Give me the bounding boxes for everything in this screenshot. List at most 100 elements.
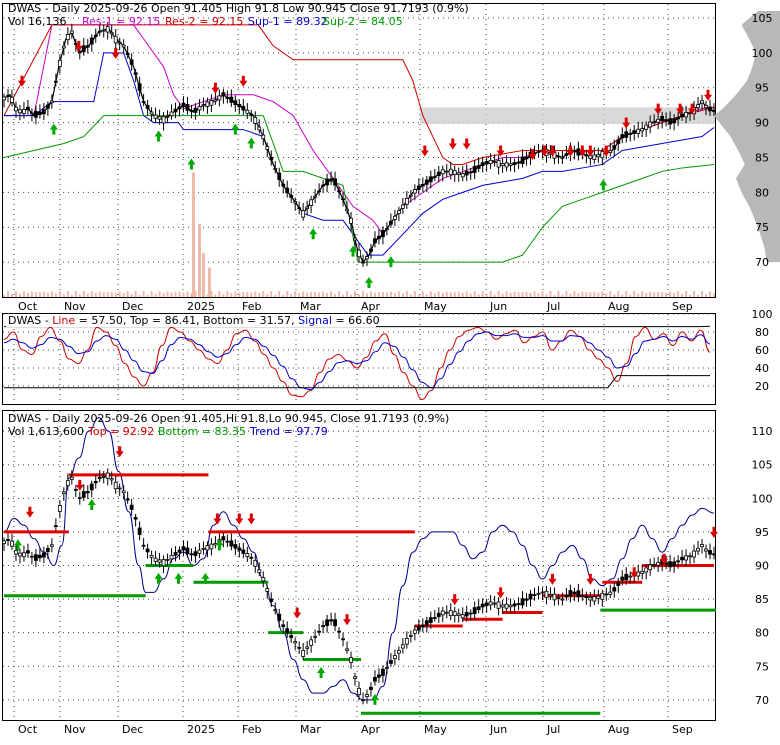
y-tick-label: 20 xyxy=(755,380,769,393)
trend-candle xyxy=(265,588,270,592)
price-candle xyxy=(584,154,589,157)
price-candle xyxy=(213,99,218,102)
volume-bar xyxy=(697,294,700,297)
price-candle xyxy=(253,116,258,124)
buy-arrow xyxy=(231,123,240,135)
price-candle xyxy=(125,53,130,56)
trend-candle xyxy=(241,549,246,554)
price-candle xyxy=(73,43,78,45)
volume-bar xyxy=(709,291,712,297)
trend-candle xyxy=(117,487,122,490)
trend-candle xyxy=(400,644,405,649)
price-candle xyxy=(189,109,194,112)
trend-candle xyxy=(177,549,182,553)
trend-candle xyxy=(496,601,501,609)
buy-arrow xyxy=(599,179,608,191)
sell-arrow xyxy=(578,145,587,157)
volume-bar xyxy=(449,292,452,297)
buy-arrow xyxy=(87,499,96,511)
price-candle xyxy=(69,30,74,34)
oscillator-header-bg xyxy=(6,314,376,327)
trend-candle xyxy=(77,497,82,499)
y-tick-label: 105 xyxy=(752,12,773,25)
price-candle xyxy=(512,162,517,166)
price-candle xyxy=(660,115,665,122)
buy-arrow xyxy=(174,572,183,584)
sell-arrow xyxy=(630,567,639,579)
price-candle xyxy=(592,154,597,160)
trend-candle xyxy=(181,546,186,551)
trend-candle xyxy=(612,587,617,592)
y-tick-label: 100 xyxy=(752,492,773,505)
volume-bar xyxy=(174,292,177,297)
volume-bar xyxy=(669,291,672,297)
volume-profile xyxy=(420,10,780,263)
volume-bar xyxy=(373,292,376,297)
overlay-res-2 xyxy=(3,24,715,165)
trend-candle xyxy=(373,676,377,682)
price-candle xyxy=(596,154,601,158)
volume-bar xyxy=(457,291,460,297)
month-tick-label: Mar xyxy=(300,300,321,313)
volume-bar xyxy=(509,292,512,297)
volume-bar xyxy=(66,291,69,297)
volume-bar xyxy=(278,291,281,297)
trend-label: Trend = 97.79 xyxy=(249,425,328,438)
trend-candle xyxy=(185,547,190,555)
volume-bar xyxy=(306,292,309,297)
trend-candle xyxy=(680,556,684,561)
volume-bar xyxy=(42,291,45,297)
trend-header-vol: Vol 1,613,600 xyxy=(8,425,84,438)
volume-bar xyxy=(30,291,33,297)
volume-bar xyxy=(653,292,656,297)
volume-bar xyxy=(681,293,684,297)
sell-arrow xyxy=(586,145,595,157)
trend-candle xyxy=(604,593,609,596)
price-candle xyxy=(424,179,429,185)
price-candle xyxy=(77,51,82,54)
price-candle xyxy=(14,106,18,112)
trend-candle xyxy=(137,527,142,535)
sell-arrow xyxy=(235,513,244,525)
price-candle xyxy=(436,171,441,177)
trend-candle xyxy=(169,554,174,560)
price-candle xyxy=(233,100,238,105)
price-candle xyxy=(2,96,6,101)
volume-bar xyxy=(230,293,233,297)
trend-candle xyxy=(420,624,425,628)
trend-month-ticks: Oct Nov Dec 2025 Feb Mar Apr May Jun Jul Aug Sep xyxy=(18,723,693,736)
trend-candle xyxy=(321,625,326,628)
buy-arrow xyxy=(370,693,379,705)
overlay-sup-1 xyxy=(4,52,715,256)
price-candle xyxy=(333,178,337,186)
price-candle xyxy=(345,208,349,212)
price-candle xyxy=(297,207,302,210)
trend-candle xyxy=(624,573,629,581)
price-candle xyxy=(34,110,38,118)
price-candle xyxy=(141,101,146,103)
price-candle xyxy=(209,100,214,106)
trend-candle xyxy=(584,595,589,599)
trend-candle xyxy=(389,660,393,664)
price-candle xyxy=(492,161,497,164)
y-tick-label: 40 xyxy=(755,362,769,375)
volume-bar xyxy=(222,293,225,297)
sell-arrow xyxy=(586,573,595,585)
price-candle xyxy=(293,201,298,204)
price-candle xyxy=(708,106,712,112)
sell-arrow xyxy=(566,145,575,157)
volume-bar xyxy=(525,291,528,297)
price-candle xyxy=(396,210,401,214)
trend-candle xyxy=(289,635,294,638)
price-candle xyxy=(201,104,206,107)
volume-bar xyxy=(437,291,440,297)
volume-bar xyxy=(10,294,13,297)
sell-arrow xyxy=(293,607,302,619)
volume-spike xyxy=(201,253,205,297)
month-tick-label: Mar xyxy=(300,723,321,736)
y-tick-label: 95 xyxy=(755,526,769,539)
price-candle xyxy=(113,35,118,44)
volume-bar xyxy=(6,291,9,297)
price-candle xyxy=(165,115,170,118)
